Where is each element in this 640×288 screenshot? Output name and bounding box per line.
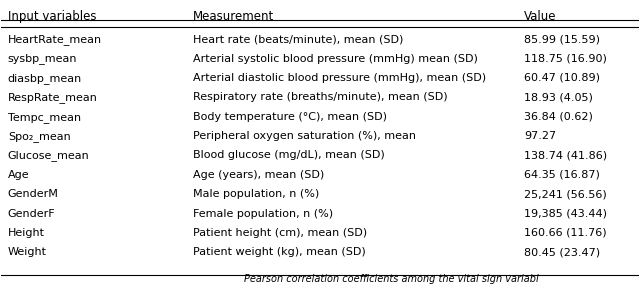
Text: Heart rate (beats/minute), mean (SD): Heart rate (beats/minute), mean (SD): [193, 34, 403, 44]
Text: 19,385 (43.44): 19,385 (43.44): [524, 209, 607, 219]
Text: 18.93 (4.05): 18.93 (4.05): [524, 92, 593, 102]
Text: Height: Height: [8, 228, 45, 238]
Text: 85.99 (15.59): 85.99 (15.59): [524, 34, 600, 44]
Text: Patient height (cm), mean (SD): Patient height (cm), mean (SD): [193, 228, 367, 238]
Text: Spo₂_mean: Spo₂_mean: [8, 131, 70, 142]
Text: 64.35 (16.87): 64.35 (16.87): [524, 170, 600, 180]
Text: 25,241 (56.56): 25,241 (56.56): [524, 189, 607, 199]
Text: Pearson correlation coefficients among the vital sign variabl: Pearson correlation coefficients among t…: [244, 274, 538, 284]
Text: RespRate_mean: RespRate_mean: [8, 92, 98, 103]
Text: Value: Value: [524, 10, 556, 23]
Text: GenderF: GenderF: [8, 209, 56, 219]
Text: Arterial diastolic blood pressure (mmHg), mean (SD): Arterial diastolic blood pressure (mmHg)…: [193, 73, 486, 83]
Text: 118.75 (16.90): 118.75 (16.90): [524, 54, 607, 64]
Text: 160.66 (11.76): 160.66 (11.76): [524, 228, 607, 238]
Text: sysbp_mean: sysbp_mean: [8, 54, 77, 65]
Text: Female population, n (%): Female population, n (%): [193, 209, 333, 219]
Text: Input variables: Input variables: [8, 10, 96, 23]
Text: Peripheral oxygen saturation (%), mean: Peripheral oxygen saturation (%), mean: [193, 131, 415, 141]
Text: Tempc_mean: Tempc_mean: [8, 112, 81, 123]
Text: 36.84 (0.62): 36.84 (0.62): [524, 112, 593, 122]
Text: Age: Age: [8, 170, 29, 180]
Text: 80.45 (23.47): 80.45 (23.47): [524, 247, 600, 257]
Text: Patient weight (kg), mean (SD): Patient weight (kg), mean (SD): [193, 247, 365, 257]
Text: 138.74 (41.86): 138.74 (41.86): [524, 150, 607, 160]
Text: 60.47 (10.89): 60.47 (10.89): [524, 73, 600, 83]
Text: Measurement: Measurement: [193, 10, 274, 23]
Text: Weight: Weight: [8, 247, 47, 257]
Text: HeartRate_mean: HeartRate_mean: [8, 34, 102, 45]
Text: Body temperature (°C), mean (SD): Body temperature (°C), mean (SD): [193, 112, 387, 122]
Text: GenderM: GenderM: [8, 189, 59, 199]
Text: Blood glucose (mg/dL), mean (SD): Blood glucose (mg/dL), mean (SD): [193, 150, 384, 160]
Text: Respiratory rate (breaths/minute), mean (SD): Respiratory rate (breaths/minute), mean …: [193, 92, 447, 102]
Text: Arterial systolic blood pressure (mmHg) mean (SD): Arterial systolic blood pressure (mmHg) …: [193, 54, 477, 64]
Text: Age (years), mean (SD): Age (years), mean (SD): [193, 170, 324, 180]
Text: Male population, n (%): Male population, n (%): [193, 189, 319, 199]
Text: diasbp_mean: diasbp_mean: [8, 73, 82, 84]
Text: 97.27: 97.27: [524, 131, 556, 141]
Text: Glucose_mean: Glucose_mean: [8, 150, 90, 161]
